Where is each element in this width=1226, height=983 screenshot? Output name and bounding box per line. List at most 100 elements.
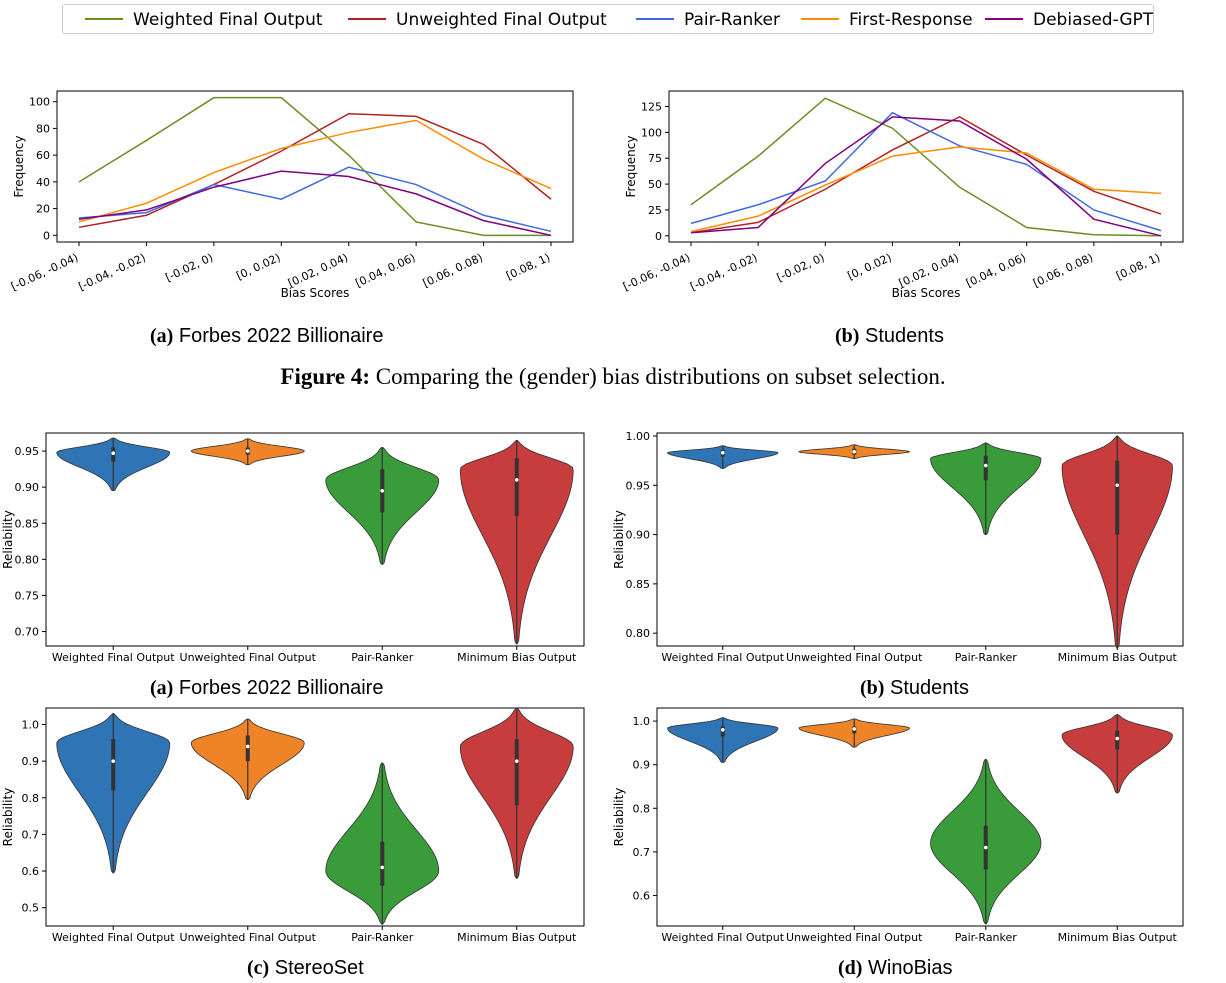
x-tick-label: [0.08, 1) [504, 251, 552, 283]
y-tick-label: 0.7 [22, 828, 40, 841]
x-tick-label: [0.06, 0.08) [421, 251, 485, 290]
x-tick-label: [-0.04, -0.02) [76, 251, 147, 293]
caption-letter: (b) [835, 325, 860, 347]
y-tick-label: 75 [648, 152, 662, 165]
violin-median [720, 450, 725, 455]
x-tick-label: [-0.02, 0) [163, 251, 215, 284]
y-tick-label: 0.8 [633, 802, 651, 815]
y-tick-label: 0.80 [15, 553, 40, 566]
series-line [690, 116, 1162, 237]
plot-frame [45, 432, 585, 647]
violin-median [111, 451, 116, 456]
x-tick-label: Weighted Final Output [52, 651, 175, 664]
y-tick-label: 0.90 [626, 529, 651, 542]
caption-violin-b: (b) Students [860, 677, 969, 700]
plot-frame [668, 90, 1184, 243]
caption-letter: (d) [838, 957, 863, 979]
plot-frame [45, 707, 585, 927]
x-tick-label: [0.02, 0.04) [897, 251, 961, 290]
series-line [78, 166, 552, 233]
y-tick-label: 40 [36, 176, 50, 189]
legend-swatch [985, 18, 1023, 20]
violin-plot-3: 0.6 0.7 0.8 0.9 1.0 Reliability Weighted Final… [612, 707, 1184, 944]
legend-swatch [85, 18, 123, 20]
figure-4-caption: Figure 4: Comparing the (gender) bias di… [0, 364, 1226, 390]
line-plot-1: 0 25 50 75 100 125 [-0.06, -0.04)[-0.04, -0.02… [621, 90, 1184, 300]
caption-text: StereoSet [274, 957, 364, 979]
violin-median [720, 728, 725, 732]
x-tick-label: Minimum Bias Output [457, 931, 577, 944]
caption-text: Students [890, 677, 969, 699]
series-line [78, 112, 552, 229]
x-tick-label: Weighted Final Output [661, 651, 784, 664]
x-tick-label: Minimum Bias Output [1058, 651, 1178, 664]
series-line [78, 119, 552, 223]
series-line [690, 146, 1162, 233]
legend-label: Pair-Ranker [684, 10, 780, 30]
series-line [690, 111, 1162, 232]
violin-median [1115, 736, 1120, 741]
violin-median [983, 845, 988, 850]
violin-plot-2: 0.5 0.6 0.7 0.8 0.9 1.0 Reliability Weighted Fi… [1, 707, 585, 944]
y-tick-label: 0.95 [15, 445, 40, 458]
y-tick-label: 0 [43, 229, 50, 242]
violin-median [245, 449, 250, 453]
caption-letter: (c) [247, 957, 270, 979]
y-tick-label: 0.8 [22, 792, 40, 805]
x-tick-label: Weighted Final Output [52, 931, 175, 944]
y-tick-label: 25 [648, 204, 662, 217]
series-line [78, 96, 551, 237]
caption-text: Students [865, 325, 944, 347]
caption-text: Forbes 2022 Billionaire [178, 325, 384, 347]
y-axis-label: Reliability [1, 788, 15, 847]
violin-median [983, 463, 988, 468]
plot-frame [56, 90, 574, 243]
y-tick-label: 0.9 [22, 755, 40, 768]
y-tick-label: 50 [648, 178, 662, 191]
violin-median [852, 449, 857, 454]
y-axis-label: Reliability [612, 510, 626, 569]
y-tick-label: 0.5 [22, 902, 40, 915]
y-tick-label: 0.7 [633, 846, 651, 859]
x-tick-label: Minimum Bias Output [1058, 931, 1178, 944]
x-tick-label: Pair-Ranker [955, 651, 1018, 664]
plot-frame [656, 707, 1184, 927]
violin-median [380, 865, 385, 870]
violin-median [514, 759, 519, 763]
y-tick-label: 60 [36, 149, 50, 162]
caption-violin-d: (d) WinoBias [838, 957, 953, 980]
line-plot-0: 0 20 40 60 80 100 [-0.06, -0.04)[-0.04, -0.02)… [9, 90, 574, 300]
x-tick-label: Pair-Ranker [955, 931, 1018, 944]
x-tick-label: [-0.02, 0) [775, 251, 827, 284]
y-tick-label: 0.85 [15, 517, 40, 530]
y-axis-label: Reliability [612, 788, 626, 847]
y-tick-label: 20 [36, 203, 50, 216]
y-tick-label: 0.90 [15, 481, 40, 494]
x-tick-label: [-0.06, -0.04) [621, 251, 692, 293]
chart-legend: Weighted Final Output Unweighted Final O… [62, 4, 1154, 34]
y-tick-label: 100 [641, 126, 662, 139]
violin-median [514, 478, 519, 482]
y-tick-label: 0.80 [626, 627, 651, 640]
y-tick-label: 1.0 [22, 718, 40, 731]
y-tick-label: 0.6 [22, 865, 40, 878]
violin-median [380, 488, 385, 493]
caption-letter: (a) [150, 325, 174, 347]
x-tick-label: Unweighted Final Output [180, 931, 317, 944]
x-tick-label: Unweighted Final Output [786, 931, 923, 944]
y-axis-label: Frequency [624, 136, 638, 198]
legend-label: Unweighted Final Output [396, 10, 607, 30]
x-tick-label: [-0.04, -0.02) [688, 251, 759, 293]
x-tick-label: [0.04, 0.06) [353, 251, 417, 290]
y-tick-label: 100 [29, 96, 50, 109]
y-tick-label: 0.95 [626, 479, 651, 492]
series-line [690, 97, 1162, 237]
figure-text: Comparing the (gender) bias distribution… [375, 364, 946, 389]
legend-label: First-Response [849, 10, 973, 30]
x-tick-label: Unweighted Final Output [180, 651, 317, 664]
x-tick-label: Weighted Final Output [661, 931, 784, 944]
caption-letter: (b) [860, 677, 885, 699]
y-tick-label: 0.9 [633, 759, 651, 772]
x-tick-label: [0, 0.02) [846, 251, 894, 283]
caption-line-b: (b) Students [835, 325, 944, 348]
